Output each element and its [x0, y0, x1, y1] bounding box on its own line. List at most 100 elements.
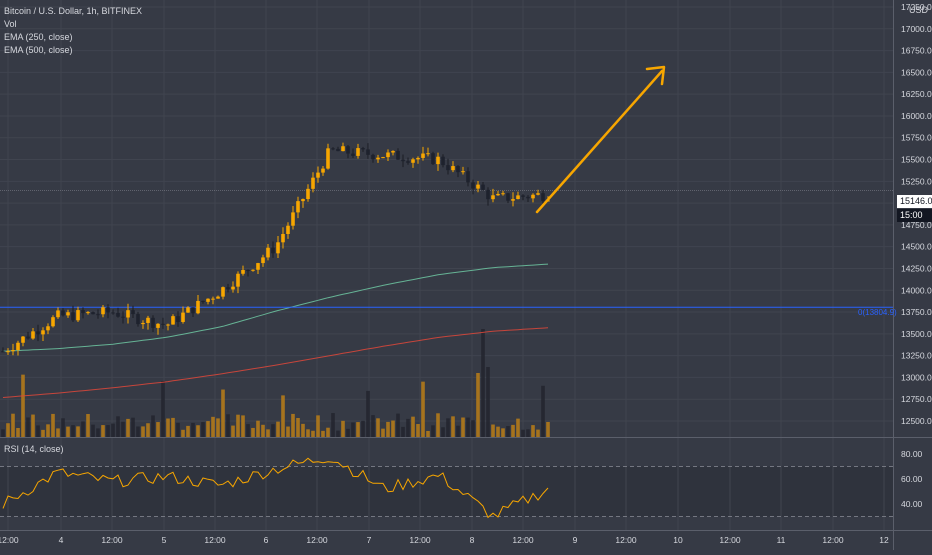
candle-body [421, 153, 425, 158]
volume-bar [366, 390, 370, 437]
rsi-tick-label: 80.00 [901, 449, 923, 459]
candle-body [441, 156, 445, 166]
candle-body [396, 150, 400, 160]
candle-body [341, 146, 345, 152]
candle-body [491, 195, 495, 200]
candle-body [6, 351, 10, 353]
rsi-tick-label: 60.00 [901, 474, 923, 484]
price-tick-label: 16500.00 [901, 67, 932, 77]
volume-bar [251, 427, 255, 437]
candle-body [136, 314, 140, 325]
time-tick-label: 12:00 [101, 535, 123, 545]
candle-body [431, 153, 435, 165]
volume-bar [236, 414, 240, 437]
candle-body [281, 233, 285, 243]
volume-bar [351, 422, 355, 437]
price-tick-label: 12500.00 [901, 416, 932, 426]
volume-bar [541, 385, 545, 437]
volume-bar [56, 428, 60, 437]
candle-body [191, 307, 195, 314]
legend-symbol[interactable]: Bitcoin / U.S. Dollar, 1h, BITFINEX [4, 6, 143, 16]
candle-body [66, 312, 70, 316]
volume-bar [16, 427, 20, 437]
candle-body [361, 148, 365, 150]
price-tick-label: 16250.00 [901, 89, 932, 99]
legend-ema500[interactable]: EMA (500, close) [4, 45, 73, 55]
price-tick-label: 13750.00 [901, 307, 932, 317]
volume-bar [401, 426, 405, 437]
candle-body [46, 326, 50, 331]
candle-body [346, 146, 350, 154]
candle-body [81, 310, 85, 314]
volume-bar [81, 421, 85, 437]
candle-body [401, 159, 405, 162]
volume-bar [516, 418, 520, 437]
candle-body [146, 317, 150, 323]
candle-body [11, 350, 15, 352]
volume-bar [141, 426, 145, 437]
time-tick-label: 12:00 [615, 535, 637, 545]
candle-body [486, 189, 490, 200]
price-tick-label: 13500.00 [901, 329, 932, 339]
candle-body [496, 193, 500, 196]
candle-body [116, 312, 120, 317]
candle-body [131, 310, 135, 315]
rsi-legend[interactable]: RSI (14, close) [4, 444, 64, 454]
candle-body [121, 316, 125, 318]
volume-bar [371, 415, 375, 437]
candle-body [286, 225, 290, 234]
candle-body [111, 312, 115, 314]
volume-bar [261, 424, 265, 437]
candle-body [291, 212, 295, 226]
time-tick-label: 11 [777, 535, 786, 545]
price-tick-label: 17000.00 [901, 24, 932, 34]
volume-bar [501, 428, 505, 437]
time-tick-label: 12:00 [512, 535, 534, 545]
candle-body [511, 199, 515, 201]
volume-bar [271, 424, 275, 437]
price-tick-label: 13250.00 [901, 351, 932, 361]
trend-arrow-head [645, 65, 666, 86]
volume-bar [61, 418, 65, 437]
volume-bar [91, 424, 95, 437]
price-tick-label: 15250.00 [901, 176, 932, 186]
price-tick-label: 17250.00 [901, 2, 932, 12]
legend-ema250[interactable]: EMA (250, close) [4, 32, 73, 42]
volume-bar [246, 424, 250, 437]
volume-bar [326, 427, 330, 437]
legend-vol[interactable]: Vol [4, 19, 17, 29]
volume-bar [386, 421, 390, 437]
volume-bar [431, 425, 435, 437]
candle-body [516, 195, 520, 200]
candle-body [301, 199, 305, 202]
candle-body [216, 296, 220, 299]
candle-body [256, 263, 260, 270]
volume-bar [201, 422, 205, 437]
candle-body [381, 157, 385, 159]
volume-bar [11, 413, 15, 437]
volume-bar [151, 415, 155, 437]
volume-bar [391, 420, 395, 437]
volume-bar [116, 416, 120, 437]
candle-body [211, 298, 215, 300]
candle-body [221, 287, 225, 297]
candle-body [336, 148, 340, 152]
candle-body [466, 171, 470, 183]
volume-bar [426, 430, 430, 437]
candle-body [416, 157, 420, 160]
volume-bar [331, 413, 335, 437]
volume-bar [181, 429, 185, 437]
rsi-tick-label: 40.00 [901, 499, 923, 509]
volume-bar [496, 426, 500, 437]
candle-body [186, 307, 190, 313]
price-tick-label: 15500.00 [901, 155, 932, 165]
candle-body [521, 195, 525, 197]
candle-body [36, 331, 40, 335]
candle-body [176, 316, 180, 322]
candle-body [296, 201, 300, 213]
volume-bar [206, 421, 210, 437]
volume-bar [41, 429, 45, 437]
volume-bar [406, 418, 410, 437]
